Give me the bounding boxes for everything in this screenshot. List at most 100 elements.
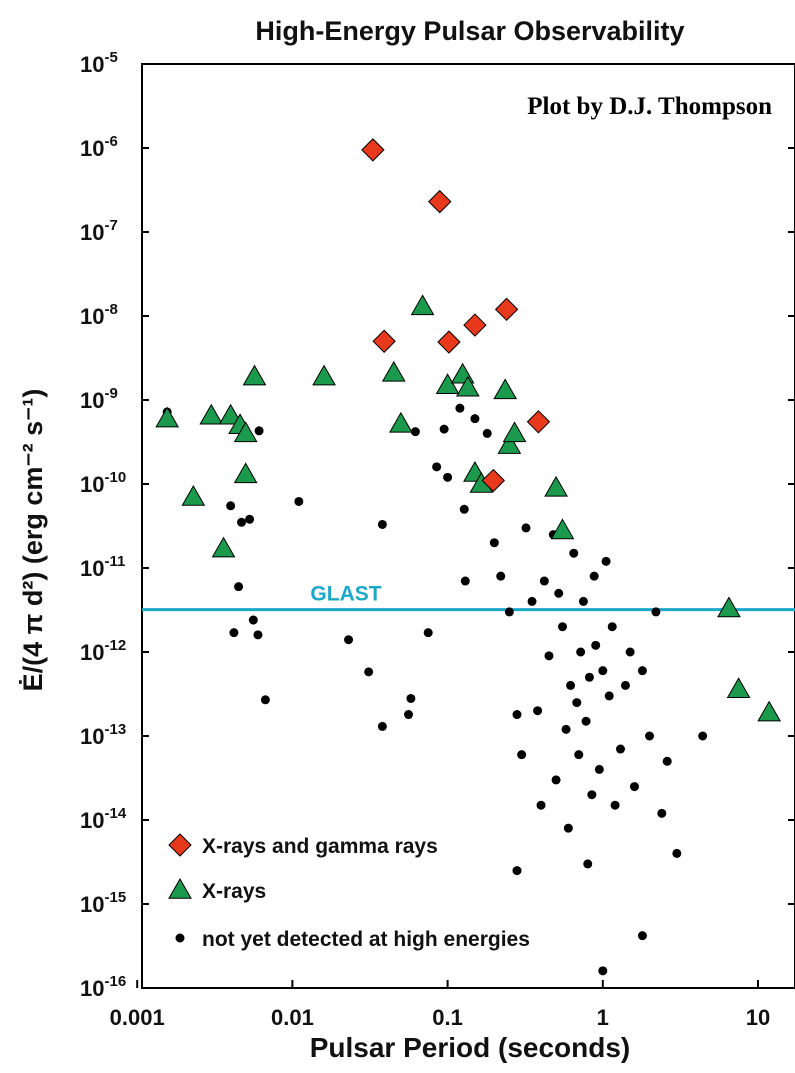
data-point-dot [226,501,236,511]
data-point-dot [587,790,597,800]
data-point-triangle [502,421,527,443]
data-point-dot [604,691,614,701]
y-tick-label: 10-10 [80,469,126,497]
chart-title: High-Energy Pulsar Observability [255,16,684,46]
data-point-dot [610,800,620,810]
data-point-triangle [233,421,258,443]
glast-label: GLAST [310,583,381,606]
y-tick-label: 10-11 [80,553,125,581]
legend-marker-dot [175,933,185,943]
legend-marker-triangle [168,877,192,899]
data-point-dot [459,504,469,514]
data-point-dot [584,672,594,682]
data-point-triangle [757,700,782,722]
data-point-dot [536,800,546,810]
data-point-dot [672,848,682,858]
data-point-dot [521,523,531,533]
data-point-triangle [389,411,413,433]
y-tick-label: 10-14 [80,805,127,833]
data-point-triangle [312,364,336,386]
y-axis-label: Ė/(4 π d²) (erg cm⁻² s⁻¹) [18,389,48,692]
data-point-dot [578,596,588,606]
data-point-dot [253,630,263,640]
data-point-triangle [155,406,180,428]
data-point-dot [662,756,672,766]
data-point-diamond [437,330,461,354]
data-point-dot [574,750,584,760]
data-point-dot [245,514,255,524]
y-tick-label: 10-7 [80,217,118,245]
data-points [155,138,782,976]
data-point-dot [591,640,601,650]
y-tick-label: 10-15 [80,889,126,917]
data-point-dot [620,680,630,690]
data-point-triangle [550,518,575,540]
data-point-dot [455,403,465,413]
data-point-dot [527,596,537,606]
legend-label-triangle: X-rays [202,880,266,903]
data-point-dot [589,571,599,581]
data-point-dot [566,680,576,690]
x-tick-label: 10 [746,1005,770,1030]
legend-label-diamond: X-rays and gamma rays [202,835,438,858]
data-point-dot [237,517,247,527]
plot-frame [141,63,795,989]
y-tick-label: 10-5 [80,49,118,77]
data-point-triangle [717,596,741,618]
y-tick-label: 10-13 [80,721,126,749]
legend-marker-diamond [168,833,192,857]
y-tick-label: 10-16 [80,973,126,1001]
data-point-triangle [497,433,522,454]
data-point-dot [410,427,420,437]
data-point-dot [598,966,608,976]
data-point-dot [554,588,564,598]
data-point-diamond [494,297,519,322]
x-tick-label: 0.001 [110,1005,165,1030]
data-point-dot [404,710,414,720]
data-point-dot [561,724,571,734]
data-point-dot [657,808,667,818]
data-point-triangle [218,403,243,425]
data-point-dot [504,607,514,617]
data-point-dot [581,716,591,726]
data-point-triangle [242,364,267,386]
data-point-dot [698,731,708,741]
data-point-dot [260,695,270,705]
data-point-triangle [181,485,206,506]
y-axis-ticks: 10-5 10-6 10-7 10-8 10-9 10-10 10-11 10-12 10-13… [80,49,795,1001]
data-point-dot [254,426,264,436]
data-point-dot [512,866,522,876]
data-point-dot [594,764,604,774]
legend-label-dot: not yet detected at high energies [202,928,530,951]
data-point-dot [558,622,568,632]
data-point-dot [544,651,554,661]
glast-reference-line: GLAST [142,583,795,612]
y-tick-label: 10-12 [80,637,126,665]
data-point-dot [377,721,387,731]
data-point-diamond [428,189,452,214]
data-point-triangle [726,677,751,699]
data-point-dot [615,744,625,754]
data-point-dot [601,556,611,566]
data-point-dot [637,931,647,941]
data-point-dot [569,548,579,558]
data-point-dot [607,622,617,632]
data-point-dot [583,859,593,869]
data-point-dot [651,607,661,617]
plot-area: 10-5 10-6 10-7 10-8 10-9 10-10 10-11 10-12 10-13… [80,49,795,1030]
data-point-dot [229,628,239,638]
data-point-diamond [361,138,385,162]
data-point-dot [496,571,506,581]
data-point-dot [439,424,449,434]
data-point-triangle [211,536,236,558]
data-point-diamond [526,410,551,434]
data-point-dot [377,519,387,529]
legend: X-rays and gamma rays X-rays not yet detec… [168,833,530,951]
data-point-dot [470,414,480,424]
x-axis-ticks: 0.001 0.01 0.1 1 10 [110,980,770,1030]
data-point-dot [637,666,647,676]
y-tick-label: 10-8 [80,301,118,329]
data-point-triangle [410,294,435,316]
data-point-dot [482,428,492,438]
